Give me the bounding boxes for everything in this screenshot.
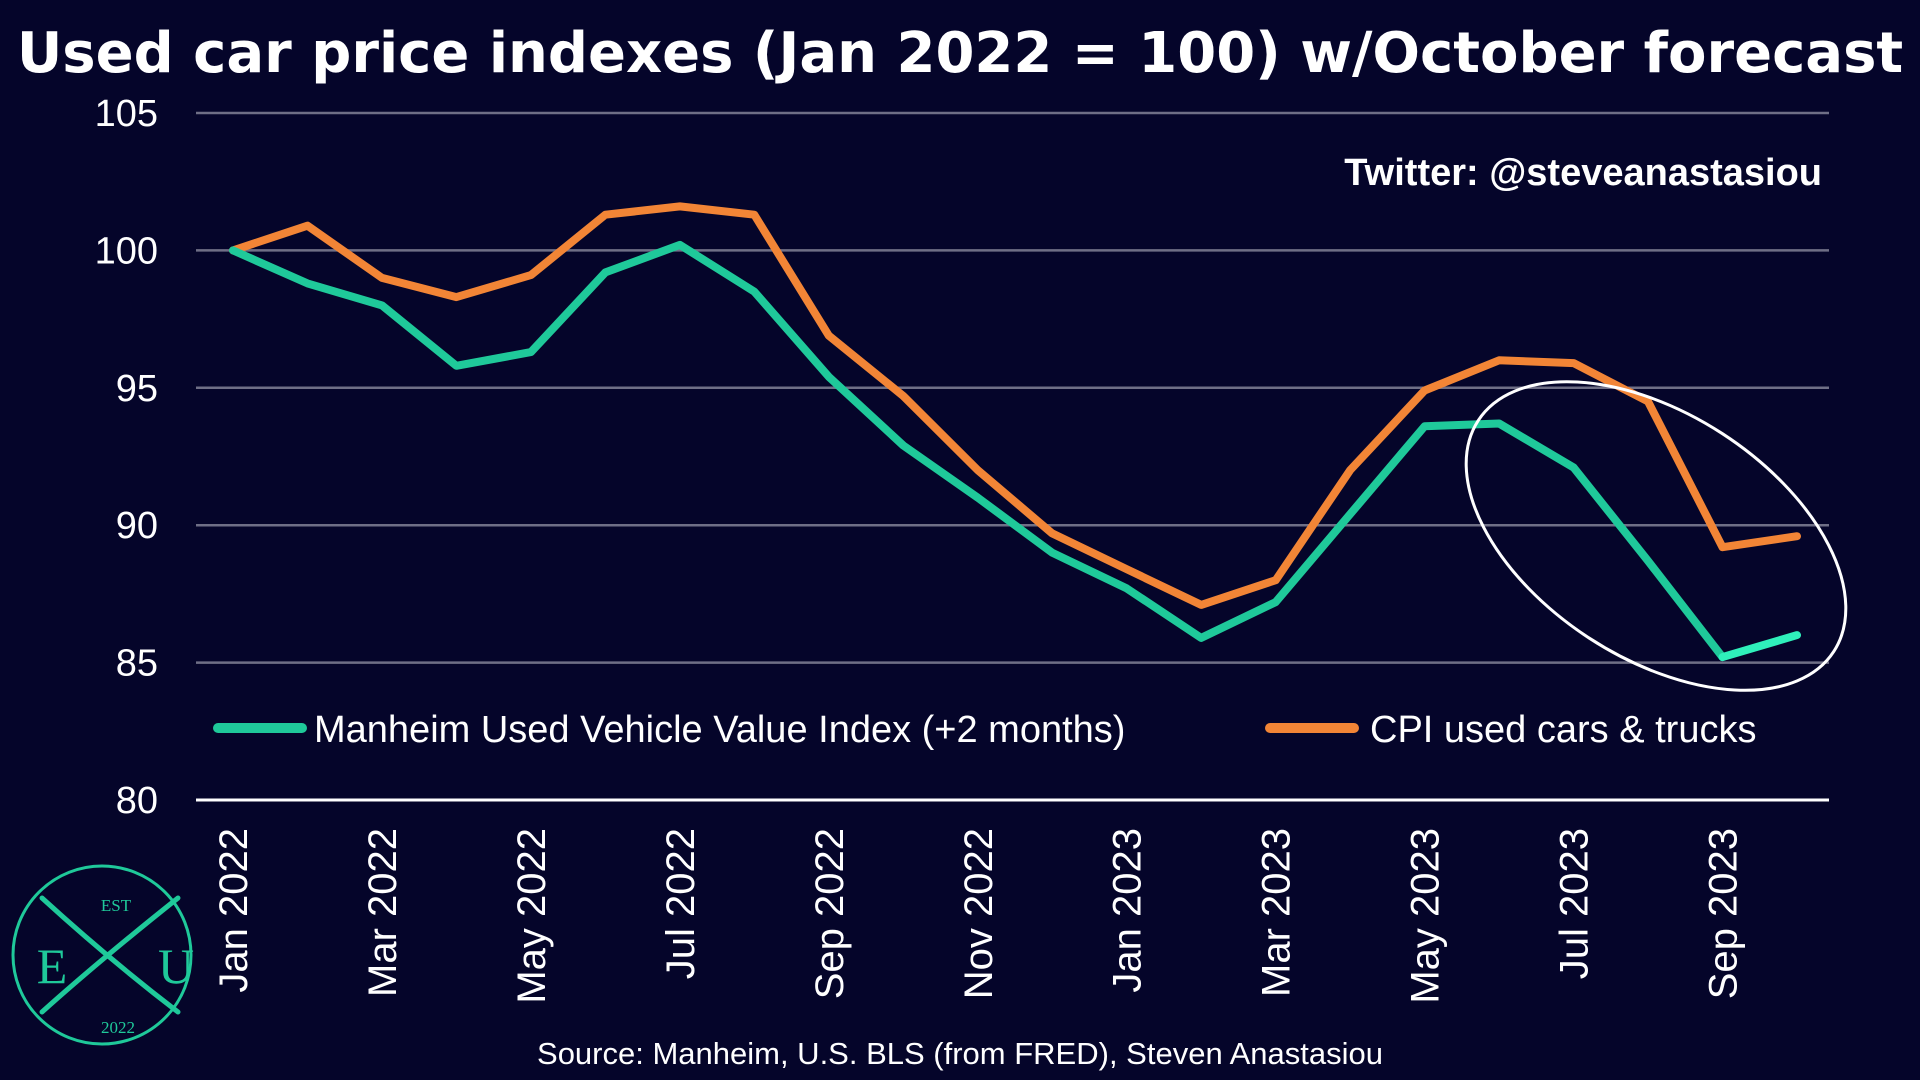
x-tick-label: Nov 2022 — [957, 828, 1001, 999]
legend-label-manheim: Manheim Used Vehicle Value Index (+2 mon… — [314, 709, 1125, 751]
y-axis-ticks: 80 85 90 95 100 105 — [95, 93, 158, 822]
series-line-cpi — [229, 202, 1801, 609]
x-tick-label: Jul 2023 — [1553, 828, 1597, 979]
logo-right-letter: U — [158, 938, 194, 994]
legend-label-cpi: CPI used cars & trucks — [1370, 709, 1756, 751]
chart-title: Used car price indexes (Jan 2022 = 100) … — [17, 21, 1903, 86]
x-tick-label: May 2022 — [510, 828, 554, 1004]
twitter-handle: Twitter: @steveanastasiou — [1344, 152, 1822, 194]
x-tick-label: Sep 2023 — [1702, 828, 1746, 999]
legend: Manheim Used Vehicle Value Index (+2 mon… — [213, 709, 1756, 751]
y-tick-label: 85 — [116, 643, 158, 685]
x-tick-label: Jan 2022 — [212, 828, 256, 993]
logo-top-text: EST — [101, 896, 132, 915]
x-tick-label: Sep 2022 — [808, 828, 852, 999]
x-axis-ticks: Jan 2022 Mar 2022 May 2022 Jul 2022 Sep 2022… — [212, 828, 1746, 1004]
logo-sword-1 — [39, 895, 181, 1015]
source-note: Source: Manheim, U.S. BLS (from FRED), S… — [537, 1036, 1383, 1071]
series-line-manheim-forecast — [1718, 631, 1801, 662]
y-tick-label: 105 — [95, 93, 158, 135]
logo-bottom-text: 2022 — [101, 1018, 135, 1037]
y-tick-label: 90 — [116, 505, 158, 547]
x-tick-label: Jan 2023 — [1106, 828, 1150, 993]
x-tick-label: Jul 2022 — [659, 828, 703, 979]
x-tick-label: Mar 2023 — [1255, 828, 1299, 997]
y-tick-label: 100 — [95, 230, 158, 272]
logo: EST E U 2022 — [11, 864, 194, 1046]
logo-circle — [11, 864, 193, 1046]
forecast-highlight-ellipse — [1464, 380, 1848, 692]
x-tick-label: May 2023 — [1404, 828, 1448, 1004]
x-tick-label: Mar 2022 — [361, 828, 405, 997]
logo-left-letter: E — [37, 938, 68, 994]
y-tick-label: 80 — [116, 780, 158, 822]
y-tick-label: 95 — [116, 368, 158, 410]
logo-sword-2 — [39, 895, 181, 1015]
